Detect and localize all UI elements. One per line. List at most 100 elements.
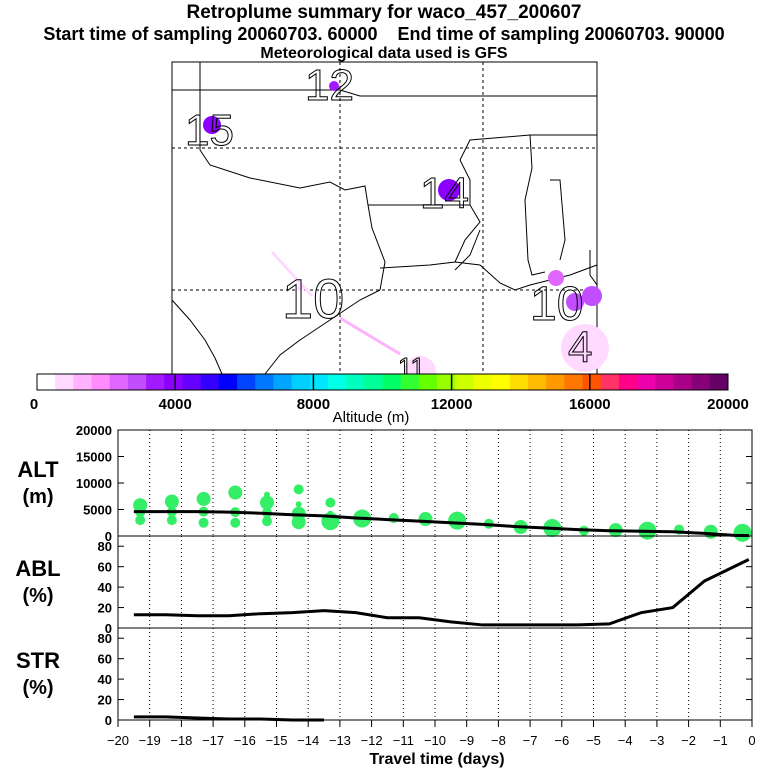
x-tick-label: −13 — [329, 733, 351, 748]
map-day-label: 15 — [185, 106, 234, 155]
abl-ytick-label: 20 — [98, 601, 112, 616]
colorbar-swatch — [237, 374, 256, 390]
altitude-colorbar — [36, 373, 729, 391]
colorbar-swatch — [527, 374, 547, 390]
colorbar-swatch — [382, 374, 402, 390]
str-series-line — [133, 715, 325, 722]
x-tick-label: −20 — [107, 733, 129, 748]
x-tick-label: 0 — [748, 733, 755, 748]
colorbar-swatch — [582, 374, 602, 390]
colorbar-swatch — [364, 374, 383, 390]
str-ytick-label: 60 — [98, 652, 112, 667]
x-tick-label: −15 — [265, 733, 287, 748]
colorbar-swatch — [564, 374, 584, 390]
x-tick-label: −4 — [618, 733, 633, 748]
colorbar-swatch — [73, 374, 93, 390]
colorbar-tick-label: 20000 — [707, 396, 749, 413]
str-ytick-label: 0 — [105, 713, 112, 728]
alt-data-point — [228, 485, 243, 500]
colorbar-swatch — [291, 374, 311, 390]
alt-data-point — [259, 495, 274, 510]
x-tick-label: −5 — [586, 733, 601, 748]
x-tick-label: −9 — [459, 733, 474, 748]
abl-ytick-label: 80 — [98, 539, 112, 554]
abl-label: ABL — [15, 556, 60, 581]
plume-point — [582, 286, 602, 306]
x-tick-label: −2 — [681, 733, 696, 748]
colorbar-label: Altitude (m) — [333, 409, 410, 426]
x-axis-title: Travel time (days) — [369, 751, 504, 768]
colorbar-swatch — [273, 374, 293, 390]
colorbar-swatch — [546, 374, 565, 390]
abl-unit: (%) — [22, 585, 53, 607]
colorbar-tick-labels: 0 4000 8000 12000 16000 20000 — [30, 396, 749, 413]
colorbar-swatch — [509, 374, 529, 390]
map-day-label: 10 — [282, 267, 344, 330]
x-tick-label: −10 — [424, 733, 446, 748]
colorbar-tick-label: 0 — [30, 396, 38, 413]
alt-data-point — [196, 491, 211, 506]
colorbar-swatch — [455, 374, 474, 390]
x-tick-label: −7 — [523, 733, 538, 748]
alt-data-point — [164, 494, 179, 509]
colorbar-swatch — [491, 374, 511, 390]
str-panel: 0 20 40 60 80 STR (%) — [16, 627, 753, 728]
colorbar-swatch — [618, 374, 638, 390]
colorbar-swatch — [709, 374, 729, 390]
str-ytick-label: 40 — [98, 672, 112, 687]
abl-ytick-label: 40 — [98, 580, 112, 595]
plume-point — [438, 179, 460, 201]
x-tick-label: −11 — [393, 733, 414, 748]
colorbar-swatch — [309, 374, 329, 390]
plume-point — [329, 81, 339, 91]
colorbar-swatch — [400, 374, 420, 390]
start-time-label: Start time of sampling 20060703. 60000 — [43, 24, 378, 44]
str-ytick-label: 80 — [98, 631, 112, 646]
alt-label: ALT — [17, 457, 59, 482]
alt-ytick-label: 5000 — [83, 503, 112, 518]
abl-series-line — [133, 558, 750, 627]
plume-point — [561, 324, 609, 372]
alt-ytick-label: 0 — [105, 529, 112, 544]
str-label: STR — [16, 648, 60, 673]
abl-ytick-label: 60 — [98, 560, 112, 575]
plume-point — [203, 116, 221, 134]
x-tick-label: −16 — [234, 733, 256, 748]
x-axis: −20 −19 −18 −17 −16 −15 −14 −13 −12 −11 −10 −9 −8 −7−… — [107, 720, 756, 748]
abl-panel: 0 20 40 60 80 ABL (%) — [15, 535, 753, 636]
abl-ytick-label: 0 — [105, 621, 112, 636]
plume-point — [548, 270, 564, 286]
alt-data-point — [448, 511, 467, 530]
colorbar-swatch — [637, 374, 656, 390]
alt-data-point — [133, 498, 148, 513]
plume-point — [566, 293, 584, 311]
end-time-label: End time of sampling 20060703. 90000 — [397, 24, 725, 44]
map-day-label: 10 — [530, 278, 583, 331]
map-boundaries — [171, 62, 598, 375]
alt-data-point — [325, 497, 336, 508]
alt-data-point — [198, 517, 209, 528]
map-day-label: 12 — [305, 61, 354, 110]
x-tick-label: −6 — [554, 733, 569, 748]
colorbar-swatch — [200, 374, 220, 390]
colorbar-swatch — [655, 374, 674, 390]
alt-ytick-label: 20000 — [76, 423, 112, 438]
alt-ytick-label: 10000 — [76, 476, 112, 491]
plume-point — [297, 285, 303, 291]
alt-data-point — [703, 524, 718, 539]
colorbar-swatch — [218, 374, 238, 390]
colorbar-swatch — [346, 374, 365, 390]
alt-median-line — [133, 510, 749, 537]
x-tick-label: −3 — [649, 733, 664, 748]
colorbar-swatch — [55, 374, 74, 390]
x-tick-label: −8 — [491, 733, 506, 748]
colorbar-swatch — [327, 374, 347, 390]
colorbar-swatch — [691, 374, 711, 390]
colorbar-swatch — [418, 374, 438, 390]
colorbar-tick-label: 16000 — [569, 396, 611, 413]
colorbar-tick-label: 12000 — [431, 396, 473, 413]
x-tick-label: −19 — [139, 733, 161, 748]
x-tick-label: −17 — [202, 733, 224, 748]
map-day-labels: 12 15 14 10 10 4 11 — [185, 61, 593, 383]
colorbar-swatch — [437, 374, 456, 390]
